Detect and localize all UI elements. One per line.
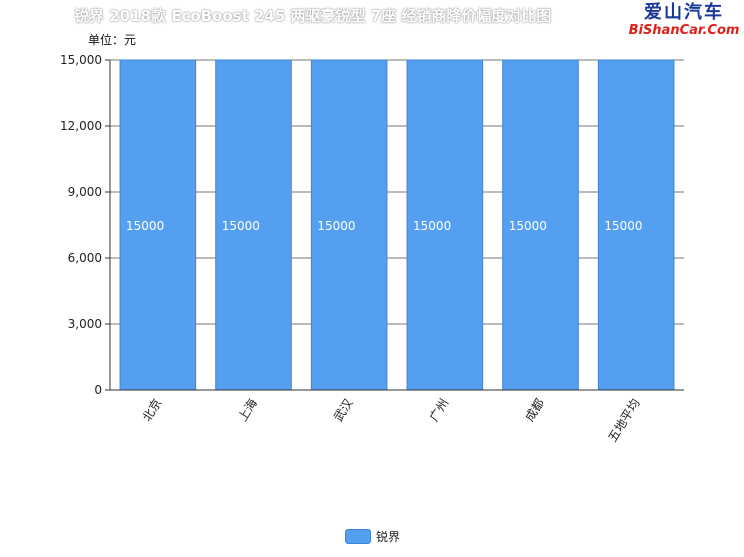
data-label: 15000 bbox=[222, 219, 260, 233]
x-tick-label: 五地平均 bbox=[605, 396, 642, 444]
x-tick-label: 成都 bbox=[522, 396, 547, 424]
bar bbox=[119, 59, 197, 391]
y-tick-label: 12,000 bbox=[60, 119, 102, 133]
chart-title: 锐界 2018款 EcoBoost 245 两驱豪锐型 7座 经销商降价幅度对比… bbox=[74, 7, 552, 25]
watermark-logo: 爱山汽车 BiShanCar.Com bbox=[628, 2, 740, 38]
data-label: 15000 bbox=[604, 219, 642, 233]
data-label: 15000 bbox=[509, 219, 547, 233]
x-tick-label: 武汉 bbox=[331, 396, 356, 424]
legend: 锐界 bbox=[345, 528, 400, 545]
legend-swatch bbox=[345, 529, 371, 544]
y-tick-label: 9,000 bbox=[68, 185, 102, 199]
x-tick-label: 广州 bbox=[427, 396, 452, 424]
data-label: 15000 bbox=[126, 219, 164, 233]
bar bbox=[502, 59, 579, 391]
y-tick-label: 15,000 bbox=[60, 53, 102, 67]
unit-label: 单位：元 bbox=[88, 33, 137, 47]
y-tick-label: 6,000 bbox=[68, 251, 102, 265]
y-tick-label: 0 bbox=[94, 383, 102, 397]
bar bbox=[215, 59, 292, 391]
data-label: 15000 bbox=[317, 219, 355, 233]
watermark-en: BiShanCar.Com bbox=[628, 23, 740, 38]
watermark-cn: 爱山汽车 bbox=[644, 2, 724, 23]
data-label: 15000 bbox=[413, 219, 451, 233]
y-tick-label: 3,000 bbox=[68, 317, 102, 331]
legend-label: 锐界 bbox=[376, 530, 401, 544]
x-tick-label: 上海 bbox=[235, 396, 260, 424]
x-tick-label: 北京 bbox=[140, 396, 165, 424]
bar bbox=[597, 59, 675, 391]
